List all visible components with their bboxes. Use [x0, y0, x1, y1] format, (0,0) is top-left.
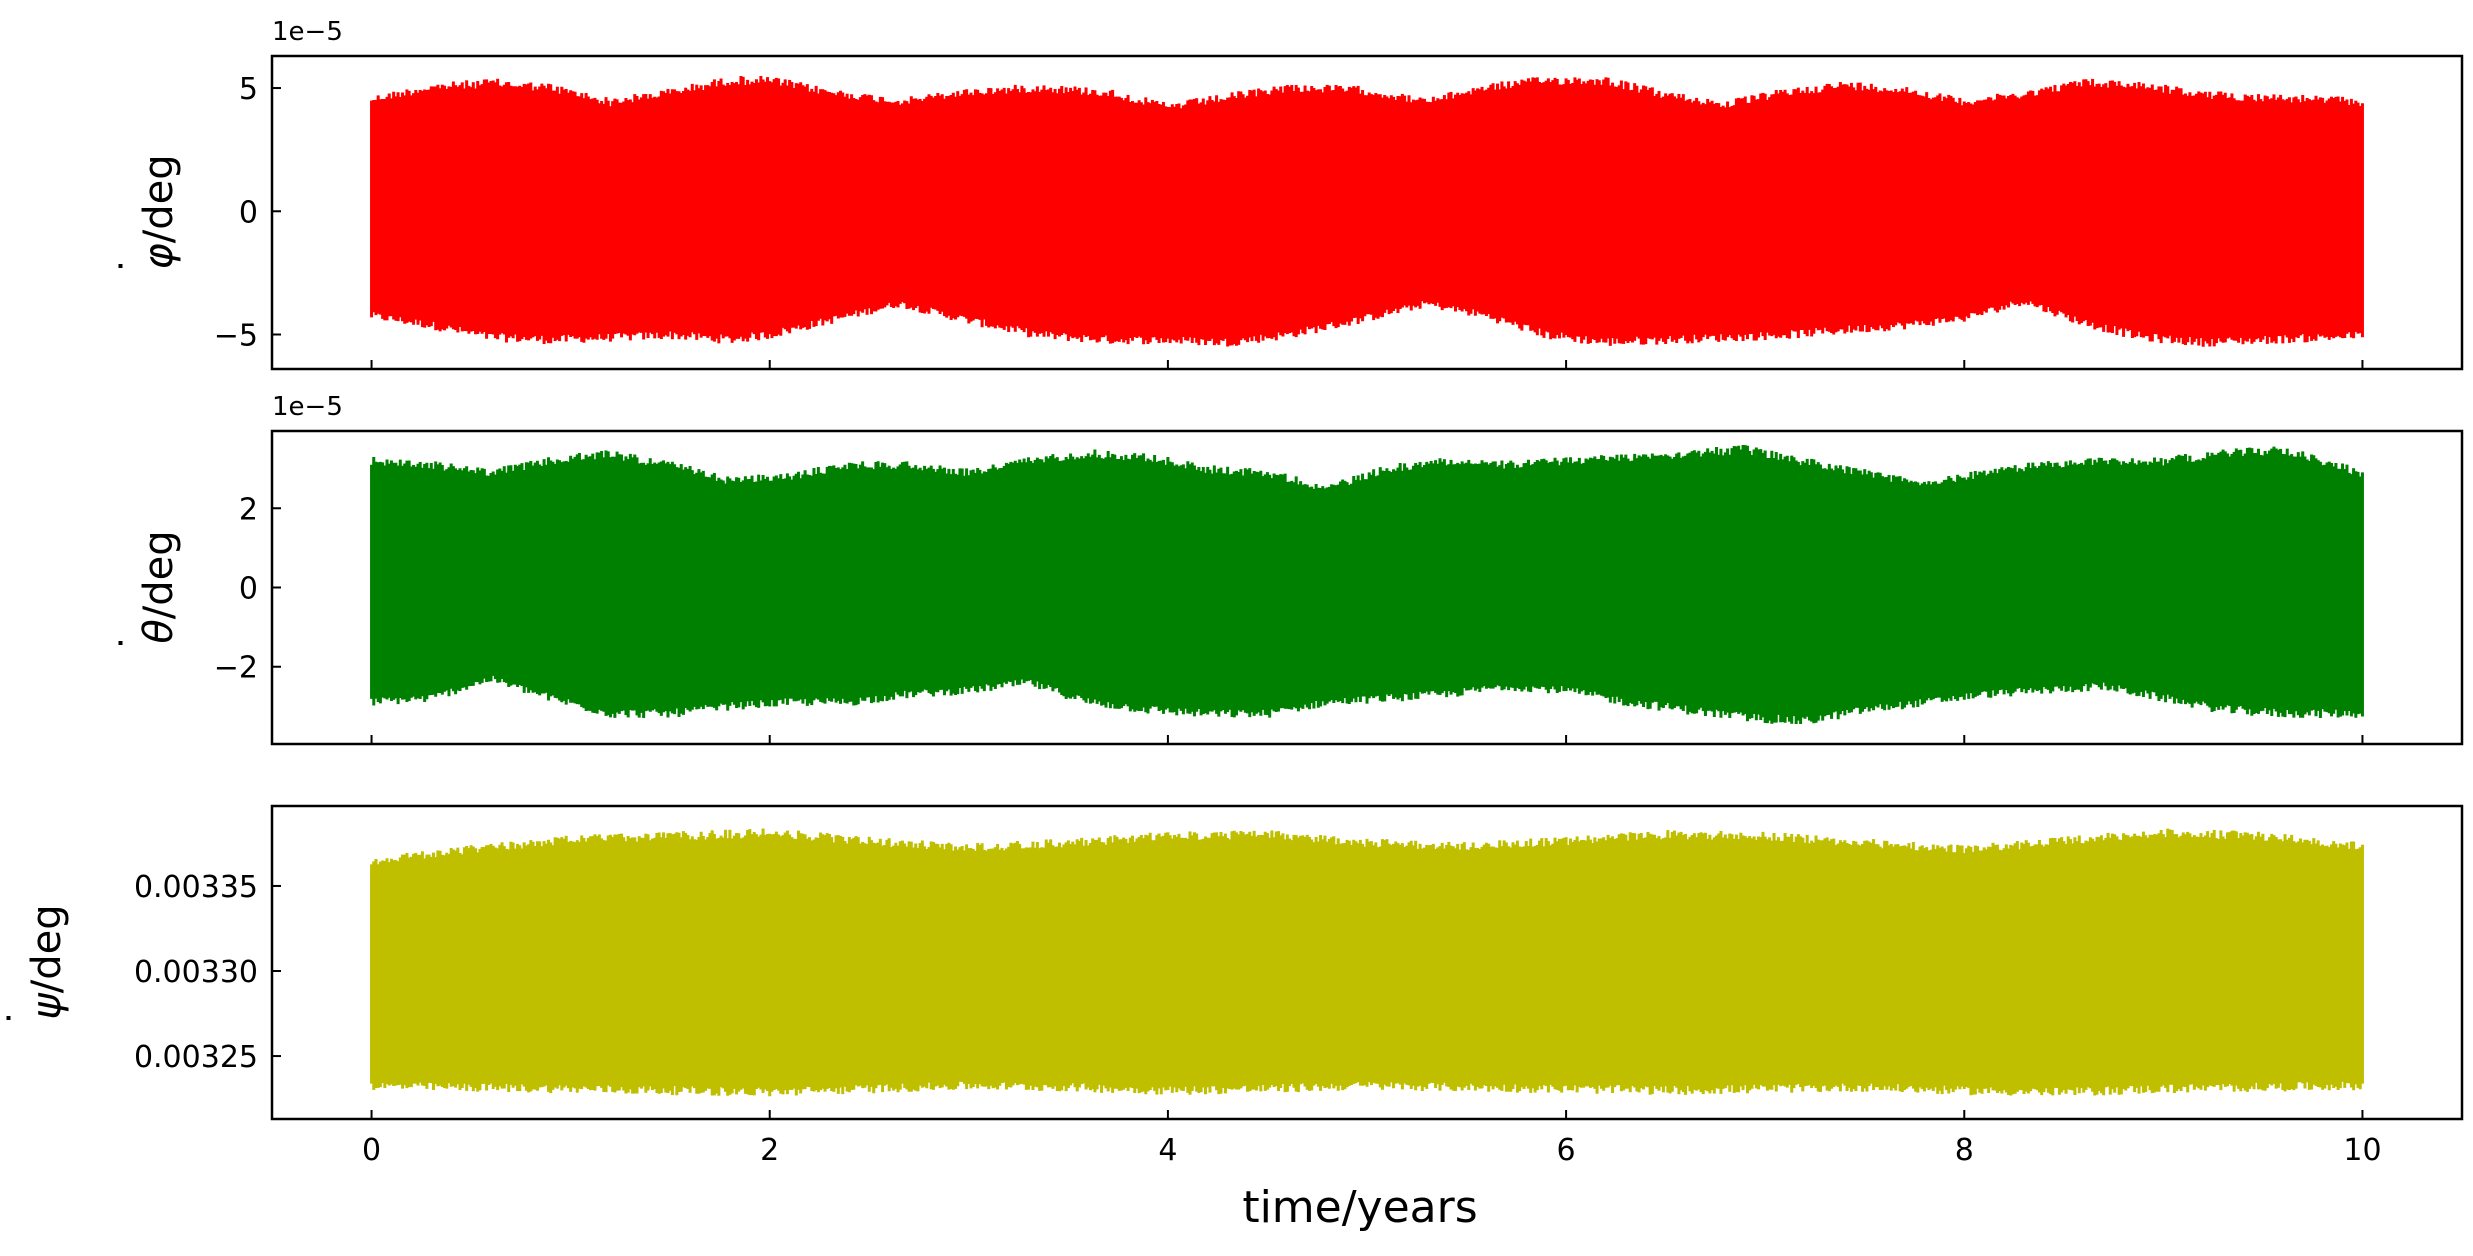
ylabel-phi: φ/deg: [136, 154, 182, 269]
xtick-label-3: 6: [1557, 1133, 1576, 1168]
ytick-label-phi-1: 0: [239, 195, 258, 230]
axes-frame-psi: [270, 804, 2464, 1121]
panel-psi: ψ/deg ˙ 0.00325 0.00330 0.00335: [1, 804, 2464, 1121]
ytick-label-theta-2: 2: [239, 492, 258, 527]
xlabel: time/years: [1242, 1182, 1477, 1233]
ylabel-psi: ψ/deg: [24, 904, 70, 1019]
ylabel-theta-unit: /deg: [136, 530, 182, 619]
xtick-label-4: 8: [1955, 1133, 1974, 1168]
ylabel-psi-symbol: ψ: [24, 992, 70, 1020]
series-line-theta: [370, 445, 2364, 725]
offset-text-theta: 1e−5: [272, 392, 343, 422]
ylabel-theta-dot: ˙: [113, 633, 159, 653]
ytick-label-theta-1: 0: [239, 572, 258, 607]
ylabel-phi-dot: ˙: [113, 256, 159, 276]
ylabel-phi-symbol: φ: [136, 243, 182, 269]
series-phi: [370, 75, 2364, 347]
axes-frame-phi: [270, 54, 2464, 371]
ylabel-theta: θ/deg: [136, 530, 182, 643]
panel-phi: 1e−5 φ/deg ˙ −5 0 5: [113, 17, 2464, 371]
ylabel-theta-symbol: θ: [136, 619, 182, 643]
series-psi: [370, 828, 2364, 1097]
ylabel-psi-dot: ˙: [1, 1008, 47, 1028]
xtick-label-2: 4: [1158, 1133, 1177, 1168]
panel-theta: 1e−5 θ/deg ˙ −2 0 2: [113, 392, 2464, 746]
yticks-psi: 0.00325 0.00330 0.00335: [134, 870, 281, 1075]
ytick-label-phi-2: 5: [239, 72, 258, 107]
xtick-label-1: 2: [760, 1133, 779, 1168]
ytick-label-theta-0: −2: [214, 651, 258, 686]
yticks-phi: −5 0 5: [214, 72, 281, 353]
series-line-phi: [370, 75, 2364, 347]
ytick-label-psi-2: 0.00335: [134, 870, 258, 905]
yticks-theta: −2 0 2: [214, 492, 281, 686]
ytick-label-psi-1: 0.00330: [134, 955, 258, 990]
ytick-label-phi-0: −5: [214, 318, 258, 353]
xtick-label-0: 0: [362, 1133, 381, 1168]
ytick-label-psi-0: 0.00325: [134, 1040, 258, 1075]
series-line-psi: [370, 828, 2364, 1097]
offset-text-phi: 1e−5: [272, 17, 343, 47]
xticks: 0 2 4 6 8 10: [362, 360, 2382, 1168]
ylabel-psi-unit: /deg: [24, 904, 70, 993]
xtick-label-5: 10: [2343, 1133, 2381, 1168]
ylabel-phi-unit: /deg: [136, 154, 182, 243]
series-theta: [370, 445, 2364, 725]
